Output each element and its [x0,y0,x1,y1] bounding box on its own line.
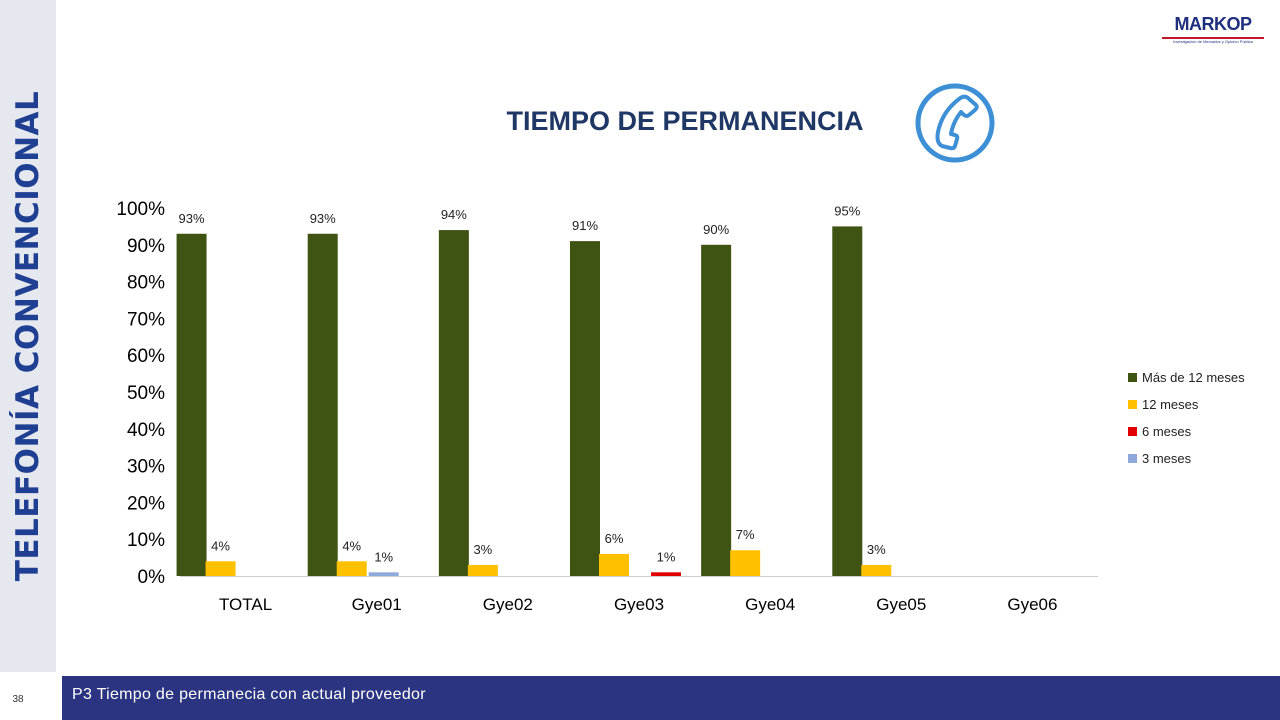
data-label: 93% [310,211,336,226]
phone-icon [915,83,995,163]
y-tick-label: 90% [127,236,165,257]
bar [651,572,681,576]
legend-swatch [1128,427,1137,436]
data-label: 1% [657,549,676,564]
bar [570,241,600,576]
data-label: 3% [473,542,492,557]
markop-logo: MARKOP Investigación de Mercados y Opini… [1160,14,1266,44]
legend-label: 12 meses [1142,397,1199,412]
bar [832,226,863,576]
bar [205,561,236,576]
legend-swatch [1128,373,1137,382]
bar [368,572,399,576]
y-tick-label: 20% [127,493,165,514]
x-tick-label: Gye01 [352,595,402,614]
y-tick-label: 100% [116,199,165,220]
y-tick-label: 50% [127,383,165,404]
bar [176,233,207,576]
bar [861,564,892,576]
chart-title: TIEMPO DE PERMANENCIA [506,106,864,136]
bar [438,230,469,576]
logo-name: MARKOP [1174,14,1253,34]
data-label: 3% [867,542,886,557]
legend-label: 3 meses [1142,451,1192,466]
footer-text: P3 Tiempo de permanecia con actual prove… [72,686,426,703]
bar [467,564,498,576]
data-label: 6% [605,531,624,546]
x-tick-label: TOTAL [219,595,272,614]
bar [336,561,367,576]
x-tick-label: Gye05 [876,595,926,614]
bar [701,244,732,577]
data-label: 4% [342,538,361,553]
y-tick-label: 80% [127,273,165,294]
logo-tagline: Investigación de Mercados y Opinión Públ… [1173,39,1253,44]
side-band [0,0,56,672]
page-number: 38 [12,694,24,705]
y-tick-label: 40% [127,420,165,441]
bar [307,233,338,576]
y-tick-label: 10% [127,530,165,551]
legend-swatch [1128,454,1137,463]
data-label: 7% [736,527,755,542]
bar [730,550,761,576]
bar [599,553,629,576]
data-label: 90% [703,222,729,237]
x-tick-label: Gye04 [745,595,795,614]
data-label: 95% [834,203,860,218]
x-tick-label: Gye02 [483,595,533,614]
logo-underline [1162,37,1264,39]
legend-swatch [1128,400,1137,409]
legend-label: Más de 12 meses [1142,370,1245,385]
data-label: 93% [179,211,205,226]
x-tick-label: Gye06 [1007,595,1057,614]
y-tick-label: 0% [138,567,166,588]
y-tick-label: 70% [127,309,165,330]
data-label: 4% [211,538,230,553]
y-tick-label: 30% [127,457,165,478]
data-label: 94% [441,207,467,222]
data-label: 1% [374,549,393,564]
legend-label: 6 meses [1142,424,1192,439]
data-label: 91% [572,218,598,233]
x-tick-label: Gye03 [614,595,664,614]
y-tick-label: 60% [127,346,165,367]
footer-bar: P3 Tiempo de permanecia con actual prove… [62,676,1280,720]
